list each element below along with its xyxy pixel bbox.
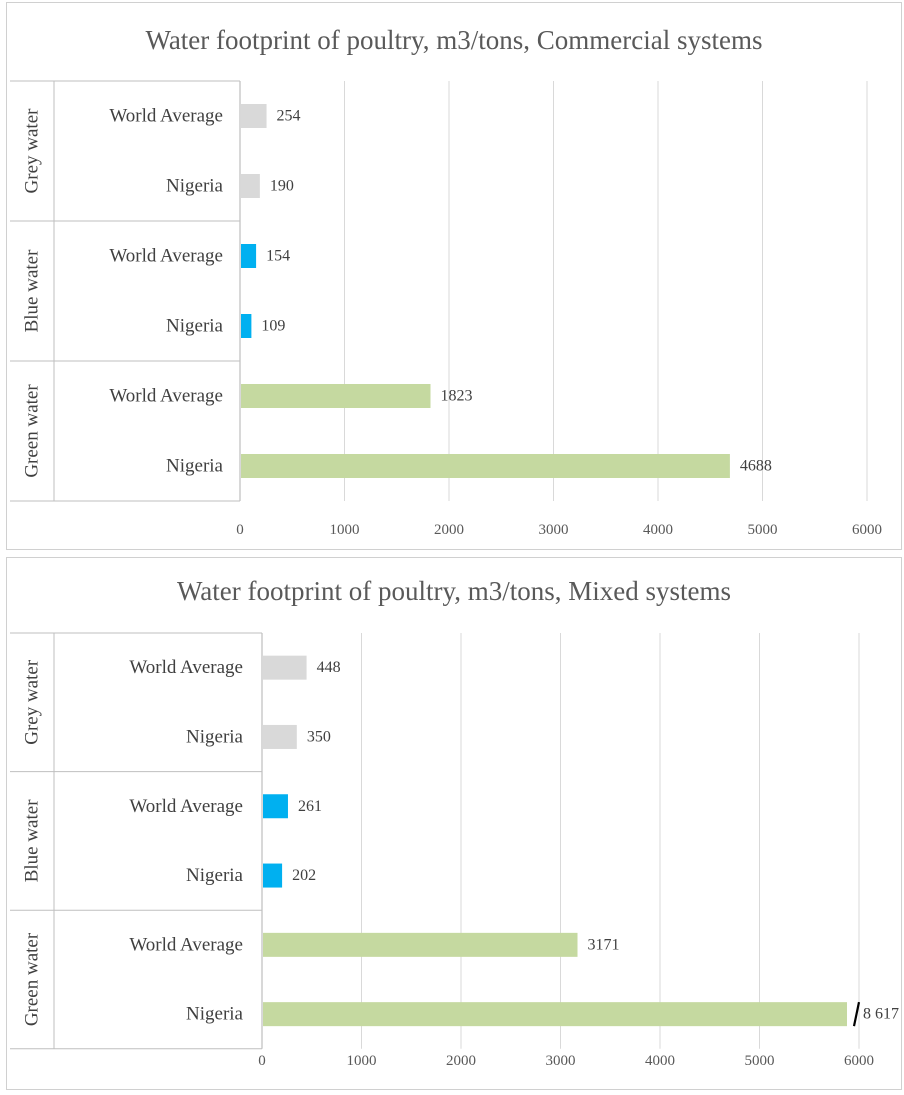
group-label: Blue water	[22, 249, 43, 333]
category-label: World Average	[109, 106, 223, 127]
chart-title: Water footprint of poultry, m3/tons, Mix…	[177, 576, 731, 606]
category-label: World Average	[109, 246, 223, 267]
x-tick-label: 0	[258, 1053, 266, 1069]
category-label: Nigeria	[166, 176, 224, 197]
x-tick-label: 1000	[347, 1053, 377, 1069]
group-label: Blue water	[22, 799, 43, 883]
bar-grey-water	[263, 655, 307, 680]
data-label: 448	[317, 659, 341, 676]
chart-title: Water footprint of poultry, m3/tons, Com…	[146, 25, 763, 55]
bar-blue-water	[263, 794, 288, 819]
category-label: Nigeria	[186, 1004, 244, 1025]
bar-green-water	[263, 932, 578, 957]
x-tick-label: 5000	[748, 522, 778, 538]
bar-blue-water	[241, 244, 257, 268]
bar-grey-water	[241, 174, 260, 198]
data-label: 261	[298, 798, 322, 815]
bar-green-water	[263, 1002, 847, 1027]
category-label: Nigeria	[166, 316, 224, 337]
group-label: Grey water	[22, 108, 43, 194]
x-tick-label: 1000	[330, 522, 360, 538]
bar-green-water	[241, 384, 431, 408]
data-label: 190	[270, 178, 294, 195]
x-tick-label: 6000	[844, 1053, 874, 1069]
data-label: 8 617	[863, 1006, 899, 1023]
x-tick-label: 0	[236, 522, 244, 538]
x-tick-label: 3000	[539, 522, 569, 538]
group-label: Green water	[22, 384, 43, 478]
category-label: Nigeria	[186, 865, 244, 886]
x-tick-label: 4000	[643, 522, 673, 538]
x-tick-label: 4000	[645, 1053, 675, 1069]
x-tick-label: 2000	[434, 522, 464, 538]
data-label: 4688	[740, 458, 772, 475]
group-label: Grey water	[22, 659, 43, 745]
category-label: Nigeria	[166, 456, 224, 477]
axis-break-mark	[852, 1001, 861, 1027]
bar-grey-water	[263, 724, 297, 749]
x-tick-label: 2000	[446, 1053, 476, 1069]
category-label: Nigeria	[186, 726, 244, 747]
bar-blue-water	[263, 863, 283, 888]
data-label: 254	[277, 108, 301, 125]
x-tick-label: 6000	[852, 522, 882, 538]
category-label: World Average	[129, 657, 243, 678]
chart-commercial-systems: Water footprint of poultry, m3/tons, Com…	[6, 2, 902, 550]
data-label: 350	[307, 728, 331, 745]
category-label: World Average	[109, 386, 223, 407]
x-tick-label: 5000	[745, 1053, 775, 1069]
chart-commercial-svg: Water footprint of poultry, m3/tons, Com…	[10, 25, 882, 538]
category-label: World Average	[129, 934, 243, 955]
group-label: Green water	[22, 932, 43, 1026]
x-tick-label: 3000	[546, 1053, 576, 1069]
bar-blue-water	[241, 314, 252, 338]
data-label: 202	[292, 867, 316, 884]
category-label: World Average	[129, 796, 243, 817]
data-label: 3171	[588, 936, 620, 953]
chart-mixed-systems: Water footprint of poultry, m3/tons, Mix…	[6, 557, 902, 1090]
bar-green-water	[241, 454, 730, 478]
data-label: 109	[261, 318, 285, 335]
data-label: 154	[266, 248, 290, 265]
chart-mixed-svg: Water footprint of poultry, m3/tons, Mix…	[10, 576, 899, 1069]
data-label: 1823	[441, 388, 473, 405]
bar-grey-water	[241, 104, 267, 128]
